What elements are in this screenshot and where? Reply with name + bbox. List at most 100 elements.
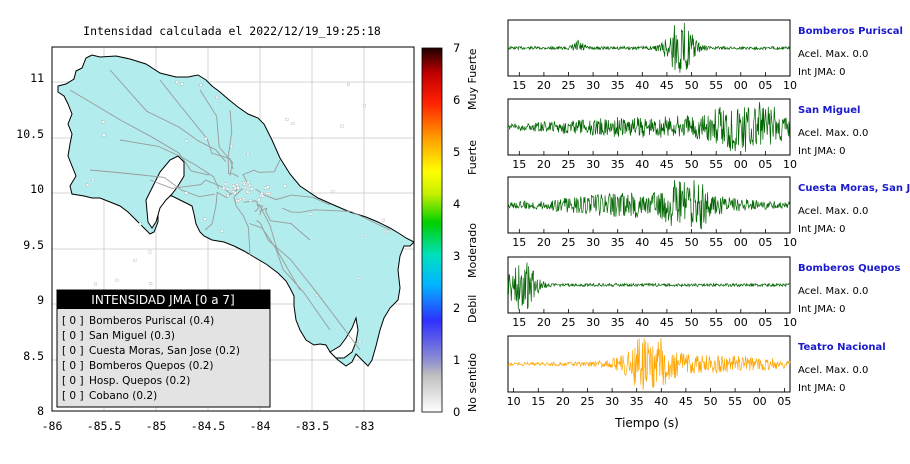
road (233, 188, 251, 256)
legend-item-name: San Miguel (0.3) (89, 330, 175, 342)
town-marker (309, 212, 313, 216)
waveform-tick-label: 25 (581, 395, 595, 408)
legend-title: INTENSIDAD JMA [0 a 7] (91, 293, 234, 307)
town-marker (91, 178, 95, 181)
station-acel-max: Acel. Max. 0.0 (798, 49, 868, 60)
colorbar-tick: 3 (453, 249, 460, 263)
town-marker (102, 133, 106, 137)
waveform-tick-label: 35 (611, 316, 625, 329)
waveform-tick-label: 05 (758, 236, 772, 249)
road (255, 188, 331, 206)
town-marker (220, 229, 224, 233)
waveform-tick-label: 45 (660, 158, 674, 171)
road (199, 89, 233, 176)
town-marker (203, 217, 207, 221)
waveform-tick-label: 30 (605, 395, 619, 408)
town-marker (215, 95, 219, 99)
waveform-tick-label: 50 (685, 158, 699, 171)
map-x-tick: -85.5 (87, 419, 122, 433)
map-x-tick: -84.5 (191, 419, 226, 433)
colorbar: 0 1 2 3 4 5 6 7 No sentido Debil Moderad… (421, 41, 479, 419)
colorbar-tick: 1 (453, 353, 460, 367)
waveform-panel: 15 20 25 30 35 40 45 50 55 00 05 10 San Miguel Acel. … (507, 98, 868, 171)
station-acel-max: Acel. Max. 0.0 (798, 206, 868, 217)
waveform-tick-label: 05 (758, 79, 772, 92)
legend-item-name: Cuesta Moras, San Jose (0.2) (89, 345, 240, 357)
town-marker (232, 184, 236, 188)
waveform-tick-label: 55 (709, 79, 723, 92)
waveform-tick-label: 00 (734, 316, 748, 329)
waveform-tick-label: 20 (537, 236, 551, 249)
waveform-tick-label: 50 (685, 79, 699, 92)
waveform-tick-label: 30 (586, 158, 600, 171)
waveform-tick-label: 15 (531, 395, 545, 408)
map-y-tick: 8 (37, 404, 44, 418)
waveform-trace (507, 179, 791, 230)
waveform-trace (507, 101, 791, 152)
town-marker (360, 234, 364, 237)
waveform-tick-label: 10 (783, 316, 797, 329)
waveform-panel: 15 20 25 30 35 40 45 50 55 00 05 10 Bomberos Purisca… (507, 19, 903, 92)
town-marker (184, 191, 188, 195)
town-marker (331, 190, 335, 194)
waveform-tick-label: 40 (635, 79, 649, 92)
legend-item-name: Cobano (0.2) (89, 390, 157, 402)
colorbar-tick: 2 (453, 301, 460, 315)
map-y-tick: 9 (37, 293, 44, 307)
town-marker (261, 194, 264, 198)
map-x-tick: -86 (42, 419, 63, 433)
waveform-tick-label: 50 (685, 316, 699, 329)
waveform-tick-label: 55 (709, 236, 723, 249)
town-marker (358, 340, 362, 344)
waveform-tick-label: 55 (728, 395, 742, 408)
waveform-tick-label: 00 (753, 395, 767, 408)
colorbar-tick: 6 (453, 93, 460, 107)
town-marker (102, 120, 105, 124)
waveform-tick-label: 20 (537, 79, 551, 92)
waveform-tick-label: 35 (611, 158, 625, 171)
waveform-tick-label: 15 (512, 316, 526, 329)
road (69, 89, 210, 176)
colorbar-label-fuerte: Fuerte (466, 140, 479, 175)
legend-item-code: [ 0 ] (62, 330, 84, 342)
map-title: Intensidad calculada el 2022/12/19_19:25… (83, 24, 381, 38)
legend-item-name: Hosp. Quepos (0.2) (89, 375, 190, 387)
waveform-tick-label: 35 (611, 236, 625, 249)
town-marker (257, 198, 261, 202)
map-y-tick: 10.5 (16, 127, 44, 141)
map-frame (51, 46, 415, 412)
waveform-tick-label: 55 (709, 316, 723, 329)
waveform-tick-label: 20 (537, 158, 551, 171)
colorbar-tick: 5 (453, 145, 460, 159)
road (227, 109, 239, 178)
waveform-tick-label: 10 (783, 79, 797, 92)
waveform-xlabel: Tiempo (s) (614, 416, 679, 430)
map-x-tick: -83 (354, 419, 375, 433)
colorbar-gradient (421, 47, 443, 413)
waveform-panel: 10 15 20 25 30 35 40 45 50 55 00 05 Teatro Nacional A… (507, 335, 886, 408)
station-name: Cuesta Moras, San Jose (798, 183, 910, 194)
legend-item-code: [ 0 ] (62, 360, 84, 372)
town-marker (149, 282, 153, 285)
town-marker (222, 186, 226, 190)
map-x-tick: -83.5 (295, 419, 330, 433)
town-marker (249, 199, 253, 202)
waveform-tick-label: 25 (562, 316, 576, 329)
waveform-tick-label: 30 (586, 79, 600, 92)
waveform-tick-label: 20 (556, 395, 570, 408)
road (259, 207, 311, 241)
waveform-tick-label: 25 (562, 236, 576, 249)
station-int-jma: Int JMA: 0 (798, 383, 846, 394)
legend-item-name: Bomberos Quepos (0.2) (89, 360, 213, 372)
colorbar-tick: 4 (453, 197, 460, 211)
gulf-of-nicoya (145, 155, 185, 229)
town-marker (175, 80, 179, 84)
waveform-tick-label: 45 (660, 236, 674, 249)
legend-box (56, 289, 271, 408)
map-y-tick: 10 (30, 182, 44, 196)
waveform-frame (507, 335, 791, 393)
station-name: Teatro Nacional (798, 342, 886, 353)
town-marker (362, 104, 366, 108)
